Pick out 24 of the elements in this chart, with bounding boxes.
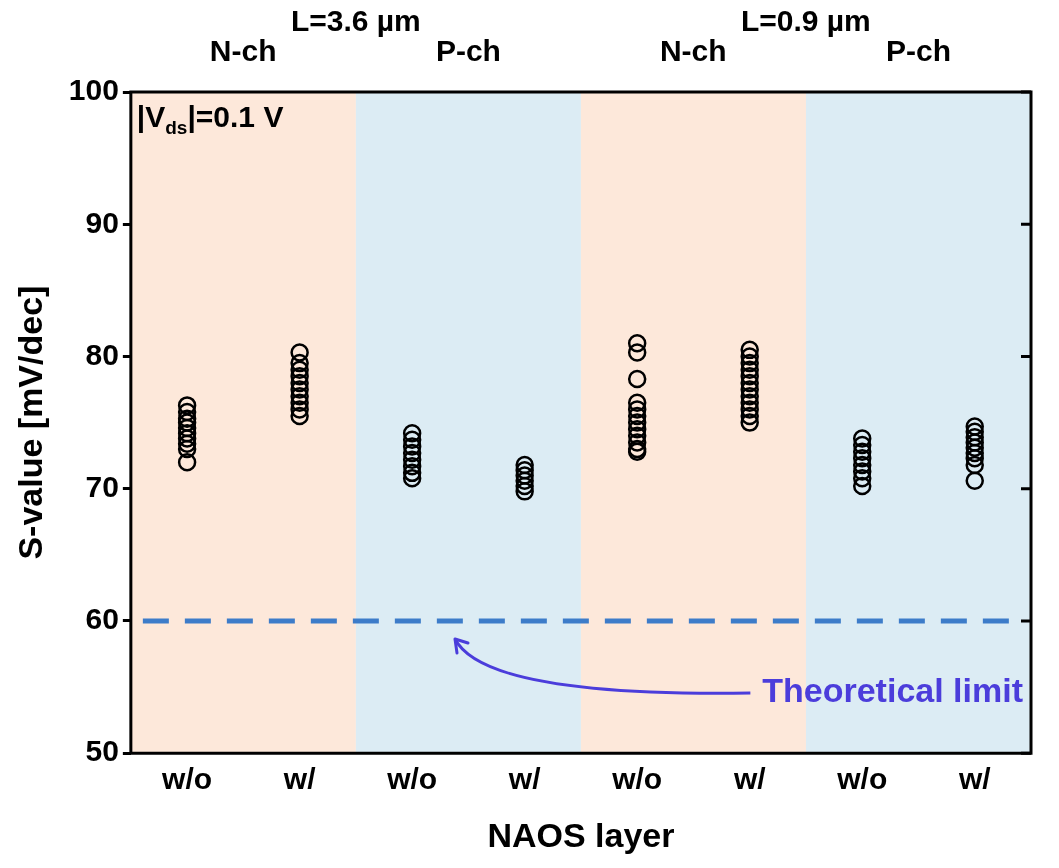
text: L=0.9 µm <box>740 4 871 37</box>
text: P-ch <box>885 34 951 67</box>
x-tick-label: w/o <box>836 762 888 796</box>
y-tick-label: 60 <box>85 602 119 636</box>
y-tick-label: 90 <box>85 205 119 239</box>
x-tick-label: w/ <box>957 762 992 796</box>
y-tick-label: 70 <box>85 469 119 503</box>
y-tick-label: 50 <box>85 734 119 768</box>
x-axis-title: NAOS layer <box>487 815 675 854</box>
annotation: |V$_{ds}$|=0.1 V <box>136 100 284 138</box>
text: L=3.6 µm <box>290 4 421 37</box>
x-tick-label: w/ <box>507 762 542 796</box>
y-axis-title: S-value [mV/dec] <box>10 285 49 560</box>
x-tick-label: w/o <box>161 762 213 796</box>
y-tick-label: 80 <box>85 337 119 371</box>
text: N-ch <box>659 34 727 67</box>
x-tick-label: w/o <box>611 762 663 796</box>
x-tick-label: w/o <box>386 762 438 796</box>
x-tick-label: w/ <box>732 762 767 796</box>
ref-line-label: Theoretical limit <box>762 671 1023 710</box>
x-tick-label: w/ <box>282 762 317 796</box>
text: N-ch <box>209 34 277 67</box>
text: P-ch <box>435 34 501 67</box>
y-tick-label: 100 <box>68 73 119 107</box>
